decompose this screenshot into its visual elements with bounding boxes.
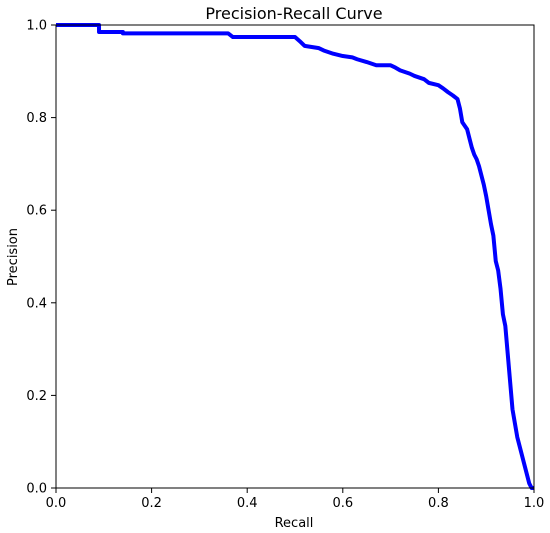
x-tick-label: 0.6 bbox=[332, 496, 353, 511]
y-tick-label: 0.8 bbox=[26, 111, 47, 126]
x-tick-label: 0.8 bbox=[428, 496, 449, 511]
x-tick-label: 0.2 bbox=[141, 496, 162, 511]
y-tick-label: 0.2 bbox=[26, 389, 47, 404]
plot-frame bbox=[55, 24, 535, 489]
y-axis-title: Precision bbox=[6, 228, 21, 286]
pr-curve-line bbox=[56, 23, 534, 490]
y-tick-label: 0.0 bbox=[26, 482, 47, 497]
y-tick-label: 0.4 bbox=[26, 296, 47, 311]
chart-title: Precision-Recall Curve bbox=[205, 4, 382, 23]
x-axis-title: Recall bbox=[275, 516, 314, 531]
x-tick-label: 0.4 bbox=[237, 496, 258, 511]
y-tick-label: 1.0 bbox=[26, 19, 47, 34]
plot-area: 0.0 0.2 0.4 0.6 0.8 1.0 0.0 0.2 0.4 0.6 0.8 1.0 bbox=[26, 19, 544, 512]
x-tick-label: 1.0 bbox=[524, 496, 545, 511]
x-tick-label: 0.0 bbox=[46, 496, 67, 511]
y-tick-label: 0.6 bbox=[26, 204, 47, 219]
